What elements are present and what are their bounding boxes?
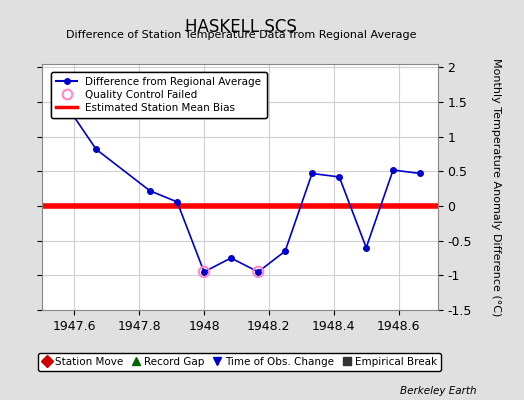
Point — [254, 269, 263, 275]
Legend: Difference from Regional Average, Quality Control Failed, Estimated Station Mean: Difference from Regional Average, Qualit… — [51, 72, 267, 118]
Point — [64, 106, 73, 112]
Y-axis label: Monthly Temperature Anomaly Difference (°C): Monthly Temperature Anomaly Difference (… — [491, 58, 501, 316]
Legend: Station Move, Record Gap, Time of Obs. Change, Empirical Break: Station Move, Record Gap, Time of Obs. C… — [38, 353, 441, 371]
Text: HASKELL SCS: HASKELL SCS — [185, 18, 297, 36]
Text: Difference of Station Temperature Data from Regional Average: Difference of Station Temperature Data f… — [66, 30, 416, 40]
Text: Berkeley Earth: Berkeley Earth — [400, 386, 477, 396]
Point — [200, 269, 208, 275]
